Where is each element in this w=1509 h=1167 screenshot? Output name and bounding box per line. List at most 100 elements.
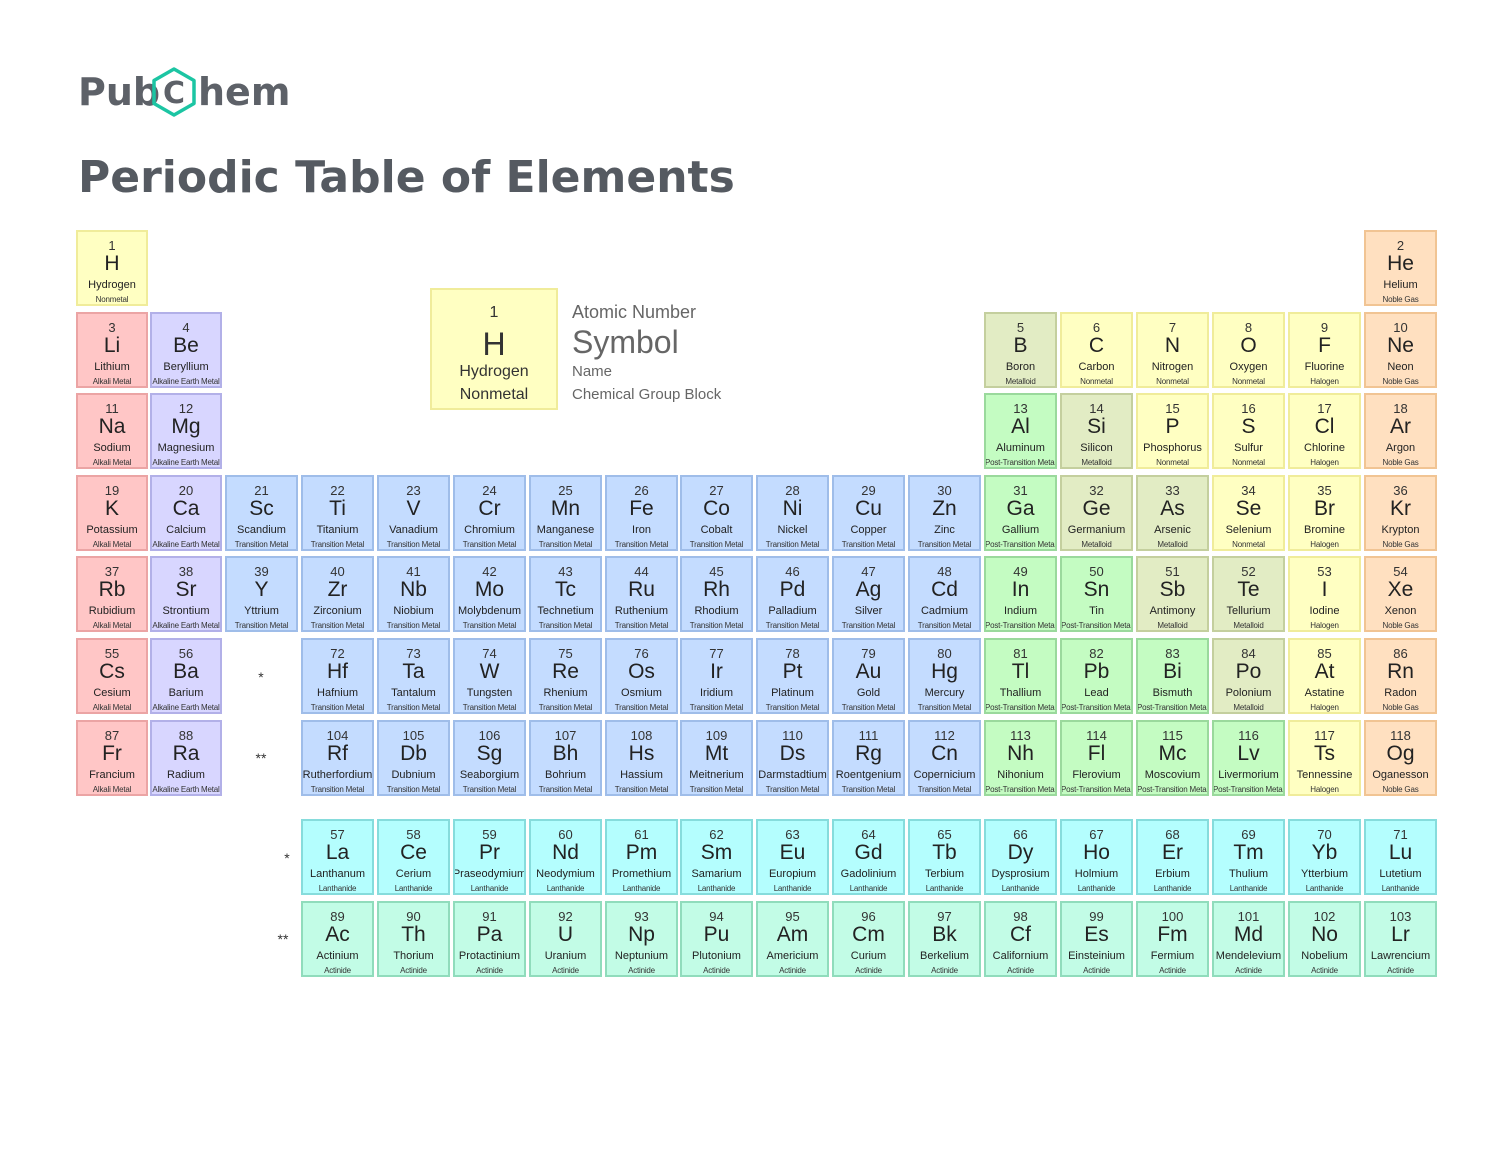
element-cell-copernicium[interactable]: 112 Cn Copernicium Transition Metal <box>908 720 981 796</box>
element-cell-copper[interactable]: 29 Cu Copper Transition Metal <box>832 475 905 551</box>
element-cell-tennessine[interactable]: 117 Ts Tennessine Halogen <box>1288 720 1361 796</box>
element-cell-moscovium[interactable]: 115 Mc Moscovium Post-Transition Metal <box>1136 720 1209 796</box>
element-cell-iodine[interactable]: 53 I Iodine Halogen <box>1288 556 1361 632</box>
element-cell-phosphorus[interactable]: 15 P Phosphorus Nonmetal <box>1136 393 1209 469</box>
element-cell-polonium[interactable]: 84 Po Polonium Metalloid <box>1212 638 1285 714</box>
element-cell-mendelevium[interactable]: 101 Md Mendelevium Actinide <box>1212 901 1285 977</box>
element-cell-chromium[interactable]: 24 Cr Chromium Transition Metal <box>453 475 526 551</box>
element-cell-silver[interactable]: 47 Ag Silver Transition Metal <box>832 556 905 632</box>
element-cell-fluorine[interactable]: 9 F Fluorine Halogen <box>1288 312 1361 388</box>
element-cell-francium[interactable]: 87 Fr Francium Alkali Metal <box>76 720 148 796</box>
element-cell-berkelium[interactable]: 97 Bk Berkelium Actinide <box>908 901 981 977</box>
element-cell-titanium[interactable]: 22 Ti Titanium Transition Metal <box>301 475 374 551</box>
element-cell-darmstadtium[interactable]: 110 Ds Darmstadtium Transition Metal <box>756 720 829 796</box>
element-cell-rubidium[interactable]: 37 Rb Rubidium Alkali Metal <box>76 556 148 632</box>
element-cell-europium[interactable]: 63 Eu Europium Lanthanide <box>756 819 829 895</box>
element-cell-zirconium[interactable]: 40 Zr Zirconium Transition Metal <box>301 556 374 632</box>
element-cell-thallium[interactable]: 81 Tl Thallium Post-Transition Metal <box>984 638 1057 714</box>
element-cell-aluminum[interactable]: 13 Al Aluminum Post-Transition Metal <box>984 393 1057 469</box>
element-cell-seaborgium[interactable]: 106 Sg Seaborgium Transition Metal <box>453 720 526 796</box>
element-cell-sulfur[interactable]: 16 S Sulfur Nonmetal <box>1212 393 1285 469</box>
element-cell-tantalum[interactable]: 73 Ta Tantalum Transition Metal <box>377 638 450 714</box>
element-cell-tin[interactable]: 50 Sn Tin Post-Transition Metal <box>1060 556 1133 632</box>
element-cell-cesium[interactable]: 55 Cs Cesium Alkali Metal <box>76 638 148 714</box>
element-cell-rhodium[interactable]: 45 Rh Rhodium Transition Metal <box>680 556 753 632</box>
element-cell-xenon[interactable]: 54 Xe Xenon Noble Gas <box>1364 556 1437 632</box>
element-cell-lithium[interactable]: 3 Li Lithium Alkali Metal <box>76 312 148 388</box>
element-cell-nobelium[interactable]: 102 No Nobelium Actinide <box>1288 901 1361 977</box>
element-cell-magnesium[interactable]: 12 Mg Magnesium Alkaline Earth Metal <box>150 393 222 469</box>
element-cell-radon[interactable]: 86 Rn Radon Noble Gas <box>1364 638 1437 714</box>
element-cell-nitrogen[interactable]: 7 N Nitrogen Nonmetal <box>1136 312 1209 388</box>
element-cell-zinc[interactable]: 30 Zn Zinc Transition Metal <box>908 475 981 551</box>
element-cell-potassium[interactable]: 19 K Potassium Alkali Metal <box>76 475 148 551</box>
element-cell-cerium[interactable]: 58 Ce Cerium Lanthanide <box>377 819 450 895</box>
element-cell-silicon[interactable]: 14 Si Silicon Metalloid <box>1060 393 1133 469</box>
element-cell-molybdenum[interactable]: 42 Mo Molybdenum Transition Metal <box>453 556 526 632</box>
element-cell-thulium[interactable]: 69 Tm Thulium Lanthanide <box>1212 819 1285 895</box>
element-cell-beryllium[interactable]: 4 Be Beryllium Alkaline Earth Metal <box>150 312 222 388</box>
element-cell-gadolinium[interactable]: 64 Gd Gadolinium Lanthanide <box>832 819 905 895</box>
element-cell-vanadium[interactable]: 23 V Vanadium Transition Metal <box>377 475 450 551</box>
element-cell-bohrium[interactable]: 107 Bh Bohrium Transition Metal <box>529 720 602 796</box>
element-cell-selenium[interactable]: 34 Se Selenium Nonmetal <box>1212 475 1285 551</box>
element-cell-niobium[interactable]: 41 Nb Niobium Transition Metal <box>377 556 450 632</box>
element-cell-ytterbium[interactable]: 70 Yb Ytterbium Lanthanide <box>1288 819 1361 895</box>
element-cell-curium[interactable]: 96 Cm Curium Actinide <box>832 901 905 977</box>
element-cell-einsteinium[interactable]: 99 Es Einsteinium Actinide <box>1060 901 1133 977</box>
element-cell-lawrencium[interactable]: 103 Lr Lawrencium Actinide <box>1364 901 1437 977</box>
element-cell-antimony[interactable]: 51 Sb Antimony Metalloid <box>1136 556 1209 632</box>
element-cell-praseodymium[interactable]: 59 Pr Praseodymium Lanthanide <box>453 819 526 895</box>
element-cell-gold[interactable]: 79 Au Gold Transition Metal <box>832 638 905 714</box>
element-cell-neptunium[interactable]: 93 Np Neptunium Actinide <box>605 901 678 977</box>
element-cell-oxygen[interactable]: 8 O Oxygen Nonmetal <box>1212 312 1285 388</box>
element-cell-chlorine[interactable]: 17 Cl Chlorine Halogen <box>1288 393 1361 469</box>
element-cell-protactinium[interactable]: 91 Pa Protactinium Actinide <box>453 901 526 977</box>
element-cell-bismuth[interactable]: 83 Bi Bismuth Post-Transition Metal <box>1136 638 1209 714</box>
element-cell-neodymium[interactable]: 60 Nd Neodymium Lanthanide <box>529 819 602 895</box>
element-cell-yttrium[interactable]: 39 Y Yttrium Transition Metal <box>225 556 298 632</box>
element-cell-carbon[interactable]: 6 C Carbon Nonmetal <box>1060 312 1133 388</box>
element-cell-osmium[interactable]: 76 Os Osmium Transition Metal <box>605 638 678 714</box>
element-cell-rhenium[interactable]: 75 Re Rhenium Transition Metal <box>529 638 602 714</box>
element-cell-radium[interactable]: 88 Ra Radium Alkaline Earth Metal <box>150 720 222 796</box>
element-cell-erbium[interactable]: 68 Er Erbium Lanthanide <box>1136 819 1209 895</box>
element-cell-lutetium[interactable]: 71 Lu Lutetium Lanthanide <box>1364 819 1437 895</box>
element-cell-barium[interactable]: 56 Ba Barium Alkaline Earth Metal <box>150 638 222 714</box>
element-cell-livermorium[interactable]: 116 Lv Livermorium Post-Transition Metal <box>1212 720 1285 796</box>
element-cell-technetium[interactable]: 43 Tc Technetium Transition Metal <box>529 556 602 632</box>
element-cell-plutonium[interactable]: 94 Pu Plutonium Actinide <box>680 901 753 977</box>
element-cell-hafnium[interactable]: 72 Hf Hafnium Transition Metal <box>301 638 374 714</box>
element-cell-meitnerium[interactable]: 109 Mt Meitnerium Transition Metal <box>680 720 753 796</box>
element-cell-hydrogen[interactable]: 1 H Hydrogen Nonmetal <box>76 230 148 306</box>
element-cell-palladium[interactable]: 46 Pd Palladium Transition Metal <box>756 556 829 632</box>
element-cell-hassium[interactable]: 108 Hs Hassium Transition Metal <box>605 720 678 796</box>
element-cell-dysprosium[interactable]: 66 Dy Dysprosium Lanthanide <box>984 819 1057 895</box>
element-cell-samarium[interactable]: 62 Sm Samarium Lanthanide <box>680 819 753 895</box>
element-cell-cadmium[interactable]: 48 Cd Cadmium Transition Metal <box>908 556 981 632</box>
element-cell-americium[interactable]: 95 Am Americium Actinide <box>756 901 829 977</box>
element-cell-lead[interactable]: 82 Pb Lead Post-Transition Metal <box>1060 638 1133 714</box>
element-cell-sodium[interactable]: 11 Na Sodium Alkali Metal <box>76 393 148 469</box>
element-cell-astatine[interactable]: 85 At Astatine Halogen <box>1288 638 1361 714</box>
element-cell-nickel[interactable]: 28 Ni Nickel Transition Metal <box>756 475 829 551</box>
element-cell-calcium[interactable]: 20 Ca Calcium Alkaline Earth Metal <box>150 475 222 551</box>
element-cell-uranium[interactable]: 92 U Uranium Actinide <box>529 901 602 977</box>
element-cell-fermium[interactable]: 100 Fm Fermium Actinide <box>1136 901 1209 977</box>
element-cell-terbium[interactable]: 65 Tb Terbium Lanthanide <box>908 819 981 895</box>
element-cell-arsenic[interactable]: 33 As Arsenic Metalloid <box>1136 475 1209 551</box>
element-cell-gallium[interactable]: 31 Ga Gallium Post-Transition Metal <box>984 475 1057 551</box>
element-cell-strontium[interactable]: 38 Sr Strontium Alkaline Earth Metal <box>150 556 222 632</box>
element-cell-holmium[interactable]: 67 Ho Holmium Lanthanide <box>1060 819 1133 895</box>
element-cell-mercury[interactable]: 80 Hg Mercury Transition Metal <box>908 638 981 714</box>
element-cell-manganese[interactable]: 25 Mn Manganese Transition Metal <box>529 475 602 551</box>
element-cell-tungsten[interactable]: 74 W Tungsten Transition Metal <box>453 638 526 714</box>
element-cell-ruthenium[interactable]: 44 Ru Ruthenium Transition Metal <box>605 556 678 632</box>
element-cell-flerovium[interactable]: 114 Fl Flerovium Post-Transition Metal <box>1060 720 1133 796</box>
element-cell-cobalt[interactable]: 27 Co Cobalt Transition Metal <box>680 475 753 551</box>
element-cell-argon[interactable]: 18 Ar Argon Noble Gas <box>1364 393 1437 469</box>
element-cell-neon[interactable]: 10 Ne Neon Noble Gas <box>1364 312 1437 388</box>
element-cell-dubnium[interactable]: 105 Db Dubnium Transition Metal <box>377 720 450 796</box>
element-cell-krypton[interactable]: 36 Kr Krypton Noble Gas <box>1364 475 1437 551</box>
element-cell-promethium[interactable]: 61 Pm Promethium Lanthanide <box>605 819 678 895</box>
